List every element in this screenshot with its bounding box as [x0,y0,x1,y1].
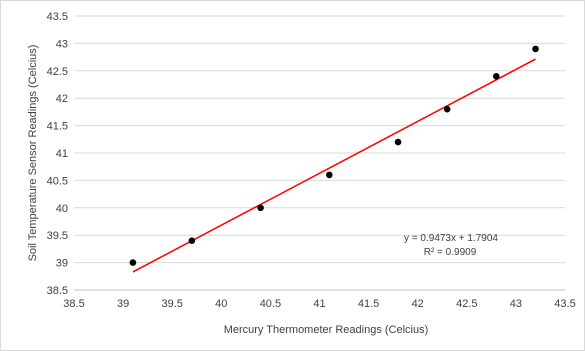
x-tick-label: 38.5 [63,298,84,310]
x-tick-label: 39.5 [161,298,182,310]
y-tick-label: 41 [56,148,68,160]
y-tick-label: 39 [56,258,68,270]
data-points [129,45,539,266]
y-tick-label: 39.5 [47,230,68,242]
x-axis-title: Mercury Thermometer Readings (Celcius) [224,324,429,336]
gridlines [74,15,565,264]
data-point [443,105,451,113]
y-axis-title: Soil Temperature Sensor Readings (Celciu… [27,45,39,262]
data-point [129,259,137,266]
data-point [188,237,196,244]
x-tick-label: 42 [412,298,424,310]
labels: 38.5 39 39.5 40 40.5 41 41.5 42 42.5 43 43.5 38.5 39… [47,11,576,310]
x-tick-label: 41 [313,298,325,310]
trendline-r-squared: R² = 0.9909 [424,247,477,258]
x-tick-label: 42.5 [456,298,477,310]
x-tick-label: 41.5 [358,298,379,310]
data-point [257,204,264,212]
x-tick-label: 39 [117,298,129,310]
y-tick-label: 43 [56,38,68,50]
data-point [532,45,539,53]
y-tick-label: 40.5 [47,175,68,187]
trendline [132,58,536,273]
x-tick-label: 43 [510,298,522,310]
data-point [326,171,333,179]
data-point [492,72,500,80]
y-tick-label: 43.5 [47,11,68,23]
y-tick-label: 38.5 [47,285,68,297]
x-tick-label: 43.5 [554,298,575,310]
data-point [394,138,402,146]
trendline-path [132,58,536,273]
trendline-equation: y = 0.9473x + 1.7904 [404,233,498,244]
x-tick-label: 40.5 [260,298,281,310]
y-tick-label: 40 [56,203,68,215]
x-tick-label: 40 [215,298,227,310]
y-tick-label: 42.5 [47,66,68,78]
y-tick-label: 42 [56,93,68,105]
y-tick-label: 41.5 [47,121,68,133]
